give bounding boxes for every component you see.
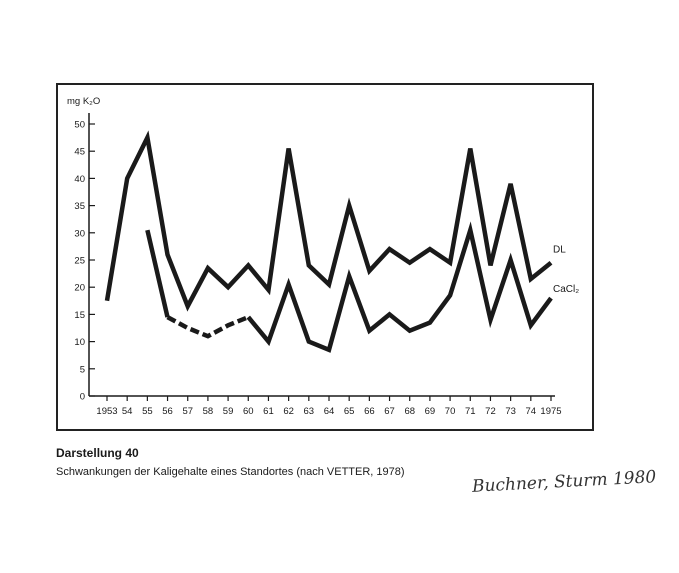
y-tick-label: 5 [80,364,85,375]
x-tick-label: 1975 [540,406,561,417]
x-tick-label: 54 [122,406,133,417]
x-tick-label: 64 [324,406,335,417]
y-tick-label: 25 [74,256,85,267]
y-tick-label: 15 [74,310,85,321]
y-tick-label: 40 [74,174,85,185]
x-tick-label: 69 [425,406,436,417]
y-tick-label: 20 [74,283,85,294]
y-tick-label: 0 [80,392,85,403]
series-label-dl: DL [553,245,566,256]
handwritten-signature: Buchner, Sturm 1980 [471,467,657,497]
x-tick-label: 65 [344,406,355,417]
line-chart: 0 5 10 15 20 25 30 35 40 45 50 mg K₂O 1953 54 55 56 57 5… [67,96,579,417]
series-cacl2-line [145,229,170,318]
x-tick-label: 60 [243,406,254,417]
x-tick-label: 55 [142,406,153,417]
x-tick-label: 62 [283,406,294,417]
series-dl-line [104,130,553,312]
y-tick-label: 10 [74,337,85,348]
y-tick-label: 30 [74,228,85,239]
y-axis-unit: mg K₂O [67,96,100,107]
x-tick-label: 63 [304,406,315,417]
series-cacl2-line [246,221,553,353]
x-tick-label: 72 [485,406,496,417]
x-tick-label: 71 [465,406,476,417]
x-tick-label: 1953 [96,406,117,417]
x-tick-label: 67 [384,406,395,417]
y-tick-label: 35 [74,201,85,212]
x-tick-label: 70 [445,406,456,417]
caption-text: Schwankungen der Kaligehalte eines Stand… [56,466,405,478]
x-tick-label: 61 [263,406,274,417]
x-tick-label: 56 [162,406,173,417]
y-tick-label: 50 [74,120,85,131]
x-tick-label: 68 [404,406,415,417]
caption-title: Darstellung 40 [56,446,139,460]
series-cacl2-line [166,315,250,339]
x-tick-label: 58 [203,406,214,417]
y-tick-label: 45 [74,147,85,158]
x-tick-label: 57 [182,406,193,417]
series-label-cacl2: CaCl₂ [553,284,579,295]
x-tick-label: 59 [223,406,234,417]
chart-frame [56,83,594,431]
x-tick-label: 66 [364,406,375,417]
x-tick-label: 74 [526,406,537,417]
x-tick-label: 73 [505,406,516,417]
